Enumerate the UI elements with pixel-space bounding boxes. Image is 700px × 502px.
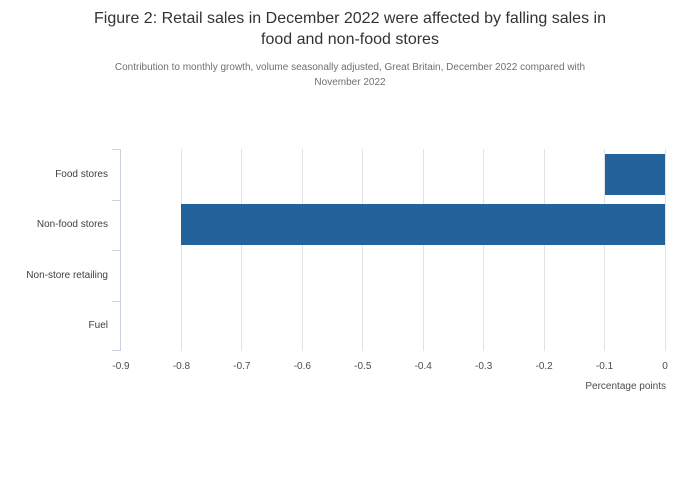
y-axis-tick	[112, 250, 121, 251]
x-tick-label--0.3: -0.3	[475, 361, 493, 372]
gridline	[543, 149, 545, 351]
gridline	[362, 149, 364, 351]
category-label-non-store-retailing: Non-store retailing	[26, 269, 108, 281]
gridline	[301, 149, 303, 351]
chart-title-line-1: Figure 2: Retail sales in December 2022 …	[94, 10, 606, 27]
x-axis-title: Percentage points	[585, 381, 666, 392]
x-tick-label--0.2: -0.2	[535, 361, 553, 372]
chart-title-line-2: food and non-food stores	[261, 31, 439, 48]
gridline	[422, 149, 424, 351]
chart-header: Figure 2: Retail sales in December 2022 …	[0, 8, 700, 90]
category-label-fuel: Fuel	[88, 320, 108, 332]
y-axis	[112, 149, 121, 352]
y-axis-tick	[112, 350, 121, 351]
chart-subtitle-line-2: November 2022	[314, 77, 386, 88]
x-tick-label--0.8: -0.8	[172, 361, 191, 372]
category-label-food-stores: Food stores	[55, 168, 108, 180]
x-tick-label--0.6: -0.6	[293, 361, 311, 372]
plot-area	[121, 149, 666, 351]
y-axis-category-labels: Food stores Non-food stores Non-store reta…	[0, 149, 108, 351]
bar-food-stores[interactable]	[604, 153, 665, 195]
x-tick-label--0.4: -0.4	[414, 361, 432, 372]
gridline	[664, 149, 666, 351]
x-tick-label--0.5: -0.5	[354, 361, 372, 372]
y-axis-tick	[112, 301, 121, 302]
x-tick-label--0.9: -0.9	[112, 361, 130, 372]
gridline	[241, 149, 243, 351]
gridline	[180, 149, 182, 351]
category-label-non-food-stores: Non-food stores	[36, 219, 108, 231]
bar-non-food-stores[interactable]	[181, 204, 665, 246]
chart-subtitle: Contribution to monthly growth, volume s…	[0, 60, 700, 90]
y-axis-tick	[112, 149, 121, 150]
gridline	[483, 149, 485, 351]
x-axis-tick-labels: -0.9 -0.8 -0.7 -0.6 -0.5 -0.4 -0.3 -0.2 -0.1 0	[112, 361, 668, 375]
gridline	[604, 149, 606, 351]
chart-subtitle-line-1: Contribution to monthly growth, volume s…	[114, 62, 586, 73]
x-tick-label--0.7: -0.7	[233, 361, 251, 372]
x-tick-label-0: 0	[662, 361, 668, 372]
x-tick-label--0.1: -0.1	[595, 361, 614, 372]
y-axis-tick	[112, 200, 121, 201]
